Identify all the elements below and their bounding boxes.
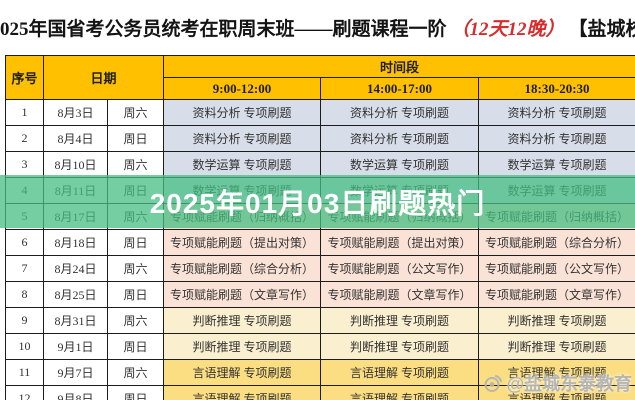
slot-cell-afternoon: 资料分析 专项刷题 <box>320 125 480 152</box>
weekday-cell: 周六 <box>106 255 165 282</box>
date-cell: 8月3日 <box>43 99 108 126</box>
slot-cell-morning: 资料分析 专项刷题 <box>163 99 322 126</box>
header-slot-morning: 9:00-12:00 <box>163 77 322 100</box>
slot-cell-evening: 判断推理 专项刷题 <box>478 333 635 360</box>
slot-cell-evening: 专项赋能刷题（文章写作） <box>478 281 635 308</box>
table-row: 10 9月1日 周日 判断推理 专项刷题 判断推理 专项刷题 判断推理 专项刷题 <box>5 333 635 360</box>
slot-cell-morning: 言语理解 专项刷题 <box>163 359 322 386</box>
index-cell: 12 <box>5 385 44 400</box>
title-highlight: （12天12晚） <box>450 19 565 40</box>
course-title-main: 东泰2025年国省考公务员统考在职周末班——刷题课程一阶 <box>0 19 447 40</box>
weekday-cell: 周日 <box>106 281 165 308</box>
date-cell: 8月24日 <box>43 255 108 282</box>
table-row: 3 8月10日 周六 数学运算 专项刷题 数学运算 专项刷题 数学运算 专项刷题 <box>5 151 635 178</box>
slot-cell-morning: 判断推理 专项刷题 <box>163 307 322 334</box>
header-slot-afternoon: 14:00-17:00 <box>320 77 480 100</box>
table-row: 8 8月25日 周日 专项赋能刷题（文章写作） 专项赋能刷题（文章写作） 专项赋… <box>5 281 635 308</box>
slot-cell-evening: 专项赋能刷题（公文写作） <box>478 255 635 282</box>
weekday-cell: 周六 <box>106 307 165 334</box>
date-cell: 9月7日 <box>43 359 108 386</box>
weekday-cell: 周日 <box>106 125 165 152</box>
date-cell: 8月25日 <box>43 281 108 308</box>
slot-cell-evening: 专项赋能刷题（综合分析） <box>478 229 635 256</box>
table-row: 1 8月3日 周六 资料分析 专项刷题 资料分析 专项刷题 资料分析 专项刷题 <box>5 99 635 126</box>
slot-cell-afternoon: 判断推理 专项刷题 <box>320 307 480 334</box>
date-cell: 8月10日 <box>43 151 108 178</box>
header-timespan: 时间段 <box>163 55 635 78</box>
date-cell: 9月8日 <box>43 385 108 400</box>
header-date: 日期 <box>42 55 165 100</box>
slot-cell-evening: 言语理解 专项刷题 <box>478 385 635 400</box>
index-cell: 11 <box>5 359 44 386</box>
slot-cell-morning: 资料分析 专项刷题 <box>163 125 322 152</box>
course-title: 东泰2025年国省考公务员统考在职周末班——刷题课程一阶 （12天12晚） 【盐… <box>0 0 635 55</box>
slot-cell-morning: 判断推理 专项刷题 <box>163 333 322 360</box>
slot-cell-morning: 专项赋能刷题（文章写作） <box>163 281 322 308</box>
watermark: @盐城东泰教育 <box>483 370 632 396</box>
slot-cell-evening: 资料分析 专项刷题 <box>478 125 635 152</box>
schedule-header: 序号 日期 时间段 9:00-12:00 14:00-17:00 18:30-2… <box>5 55 635 100</box>
index-cell: 6 <box>5 229 44 256</box>
slot-cell-morning: 专项赋能刷题（综合分析） <box>163 255 322 282</box>
weibo-eye-icon <box>483 373 503 393</box>
weekday-cell: 周日 <box>106 333 165 360</box>
slot-cell-afternoon: 资料分析 专项刷题 <box>320 99 480 126</box>
slot-cell-morning: 数学运算 专项刷题 <box>163 151 322 178</box>
course-banner: 2025年01月03日刷题热门 <box>0 175 635 228</box>
slot-cell-afternoon: 数学运算 专项刷题 <box>320 151 480 178</box>
banner-text: 2025年01月03日刷题热门 <box>149 187 486 219</box>
table-row: 2 8月4日 周日 资料分析 专项刷题 资料分析 专项刷题 资料分析 专项刷题 <box>5 125 635 152</box>
index-cell: 2 <box>5 125 44 152</box>
slot-cell-evening: 判断推理 专项刷题 <box>478 307 635 334</box>
weekday-cell: 周日 <box>106 385 165 400</box>
index-cell: 10 <box>5 333 44 360</box>
weekday-cell: 周六 <box>106 359 165 386</box>
date-cell: 9月1日 <box>43 333 108 360</box>
slot-cell-evening: 数学运算 专项刷题 <box>478 151 635 178</box>
schedule-body: 1 8月3日 周六 资料分析 专项刷题 资料分析 专项刷题 资料分析 专项刷题 … <box>5 99 635 400</box>
weekday-cell: 周日 <box>106 229 165 256</box>
table-row: 9 8月31日 周六 判断推理 专项刷题 判断推理 专项刷题 判断推理 专项刷题 <box>5 307 635 334</box>
watermark-text: @盐城东泰教育 <box>506 374 632 394</box>
index-cell: 3 <box>5 151 44 178</box>
index-cell: 7 <box>5 255 44 282</box>
slot-cell-afternoon: 专项赋能刷题（公文写作） <box>320 255 480 282</box>
date-cell: 8月4日 <box>43 125 108 152</box>
index-cell: 1 <box>5 99 44 126</box>
slot-cell-morning: 专项赋能刷题（提出对策） <box>163 229 322 256</box>
table-row: 7 8月24日 周六 专项赋能刷题（综合分析） 专项赋能刷题（公文写作） 专项赋… <box>5 255 635 282</box>
weekday-cell: 周六 <box>106 99 165 126</box>
slot-cell-morning: 言语理解 专项刷题 <box>163 385 322 400</box>
date-cell: 8月31日 <box>43 307 108 334</box>
slot-cell-evening: 言语理解 专项刷题 <box>478 359 635 386</box>
header-slot-evening: 18:30-20:30 <box>478 77 635 100</box>
weekday-cell: 周六 <box>106 151 165 178</box>
table-row: 6 8月18日 周日 专项赋能刷题（提出对策） 专项赋能刷题（提出对策） 专项赋… <box>5 229 635 256</box>
slot-cell-afternoon: 言语理解 专项刷题 <box>320 385 480 400</box>
index-cell: 8 <box>5 281 44 308</box>
header-index: 序号 <box>5 55 44 100</box>
slot-cell-afternoon: 判断推理 专项刷题 <box>320 333 480 360</box>
title-campus: 【盐城校区】 <box>568 19 635 40</box>
date-cell: 8月18日 <box>43 229 108 256</box>
slot-cell-afternoon: 言语理解 专项刷题 <box>320 359 480 386</box>
table-row: 12 9月8日 周日 言语理解 专项刷题 言语理解 专项刷题 言语理解 专项刷题 <box>5 385 635 400</box>
slot-cell-afternoon: 专项赋能刷题（文章写作） <box>320 281 480 308</box>
index-cell: 9 <box>5 307 44 334</box>
slot-cell-evening: 资料分析 专项刷题 <box>478 99 635 126</box>
slot-cell-afternoon: 专项赋能刷题（提出对策） <box>320 229 480 256</box>
